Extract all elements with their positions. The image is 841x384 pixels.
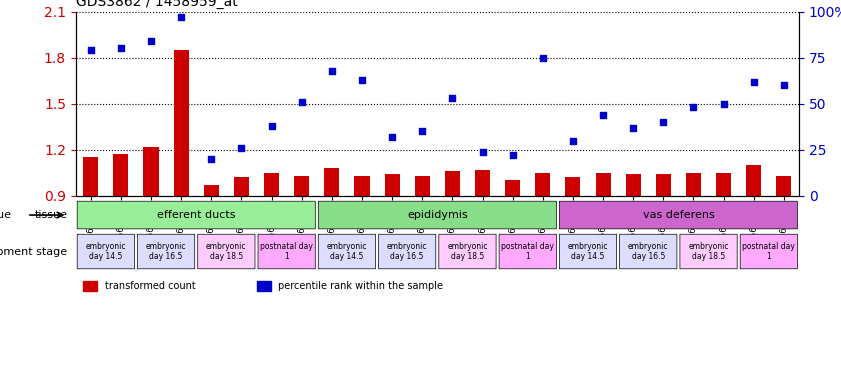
Text: embryonic
day 18.5: embryonic day 18.5 [688,242,729,261]
Point [114,45,128,51]
Bar [294,176,309,196]
Bar [173,50,188,196]
Bar [114,154,129,196]
Bar [257,281,271,291]
FancyBboxPatch shape [559,234,616,269]
Text: embryonic
day 14.5: embryonic day 14.5 [326,242,368,261]
Point [415,128,429,134]
FancyBboxPatch shape [680,234,738,269]
Point [84,47,98,53]
FancyBboxPatch shape [258,234,315,269]
Bar [415,176,430,196]
Bar [83,281,98,291]
Point [536,55,549,61]
Point [596,112,610,118]
Point [476,149,489,155]
FancyBboxPatch shape [439,234,496,269]
Text: postnatal day
1: postnatal day 1 [260,242,313,261]
Text: embryonic
day 18.5: embryonic day 18.5 [447,242,488,261]
Text: development stage: development stage [0,247,67,257]
Bar [264,173,279,196]
Point [446,95,459,101]
Bar [505,180,521,196]
FancyBboxPatch shape [198,234,255,269]
Point [687,104,701,111]
FancyBboxPatch shape [318,201,557,229]
FancyBboxPatch shape [137,234,195,269]
Bar [686,173,701,196]
Text: postnatal day
1: postnatal day 1 [501,242,554,261]
Bar [595,173,611,196]
FancyBboxPatch shape [559,201,797,229]
Text: transformed count: transformed count [104,281,195,291]
Text: postnatal day
1: postnatal day 1 [743,242,796,261]
Bar [776,176,791,196]
Point [174,14,188,20]
Text: embryonic
day 18.5: embryonic day 18.5 [206,242,246,261]
Point [747,78,760,84]
Point [204,156,218,162]
Bar [656,174,671,196]
Point [385,134,399,140]
Point [265,123,278,129]
Point [325,68,339,74]
Bar [234,177,249,196]
Point [355,77,368,83]
Point [717,101,730,107]
Point [657,119,670,125]
Bar [325,168,340,196]
Bar [565,177,580,196]
Point [235,145,248,151]
Bar [626,174,641,196]
FancyBboxPatch shape [620,234,677,269]
Text: vas deferens: vas deferens [643,210,714,220]
Point [295,99,309,105]
Text: embryonic
day 16.5: embryonic day 16.5 [145,242,187,261]
Text: tissue: tissue [34,210,67,220]
Bar [83,157,98,196]
FancyBboxPatch shape [378,234,436,269]
FancyBboxPatch shape [318,234,376,269]
Bar [445,171,460,196]
Point [777,82,791,88]
Text: embryonic
day 14.5: embryonic day 14.5 [568,242,608,261]
Bar [716,173,731,196]
Bar [475,170,490,196]
Point [566,137,579,144]
Point [627,124,640,131]
Bar [354,176,369,196]
Bar [384,174,399,196]
FancyBboxPatch shape [740,234,797,269]
Text: tissue: tissue [0,210,12,220]
Text: embryonic
day 16.5: embryonic day 16.5 [628,242,669,261]
Text: GDS3862 / 1458959_at: GDS3862 / 1458959_at [76,0,237,9]
FancyBboxPatch shape [77,234,135,269]
Bar [204,185,219,196]
Bar [535,173,550,196]
FancyBboxPatch shape [499,234,557,269]
FancyBboxPatch shape [77,201,315,229]
Point [145,38,158,44]
Text: efferent ducts: efferent ducts [157,210,235,220]
Text: epididymis: epididymis [407,210,468,220]
Bar [144,147,159,196]
Bar [746,165,761,196]
Text: embryonic
day 16.5: embryonic day 16.5 [387,242,427,261]
Text: percentile rank within the sample: percentile rank within the sample [278,281,443,291]
Point [506,152,520,158]
Text: embryonic
day 14.5: embryonic day 14.5 [86,242,126,261]
